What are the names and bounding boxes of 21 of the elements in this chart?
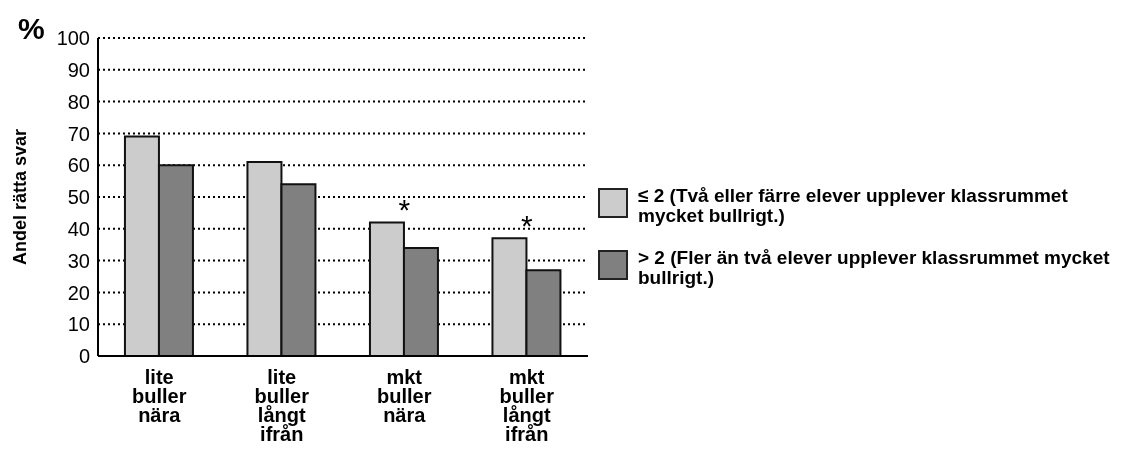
y-tick-label: 0	[78, 345, 90, 368]
chart-title: %	[18, 12, 45, 46]
y-tick-label: 70	[67, 122, 90, 145]
y-axis-title: Andel rätta svar	[10, 128, 31, 266]
x-tick-label: mkt buller nära	[377, 366, 432, 426]
legend-label: ≤ 2 (Två eller färre elever upplever klassrummet mycket bullrigt.)	[638, 185, 1069, 226]
y-tick-label: 20	[67, 281, 90, 304]
x-tick-label: lite buller långt ifrån	[254, 366, 310, 445]
y-tick-label: 90	[67, 58, 90, 81]
y-tick-label: 100	[56, 27, 90, 50]
x-tick-label: mkt buller långt ifrån	[499, 366, 555, 445]
annotation: *	[520, 209, 533, 243]
y-tick-label: 10	[67, 313, 90, 336]
y-tick-label: 60	[67, 154, 90, 177]
annotation: *	[398, 193, 411, 227]
y-tick-label: 50	[67, 186, 90, 209]
y-tick-label: 40	[67, 217, 90, 240]
y-tick-label: 80	[67, 90, 90, 113]
y-tick-label: 30	[67, 249, 90, 272]
legend-label: > 2 (Fler än två elever upplever klassrummet mycket bullrigt.)	[638, 247, 1111, 288]
x-tick-label: lite buller nära	[132, 366, 187, 426]
